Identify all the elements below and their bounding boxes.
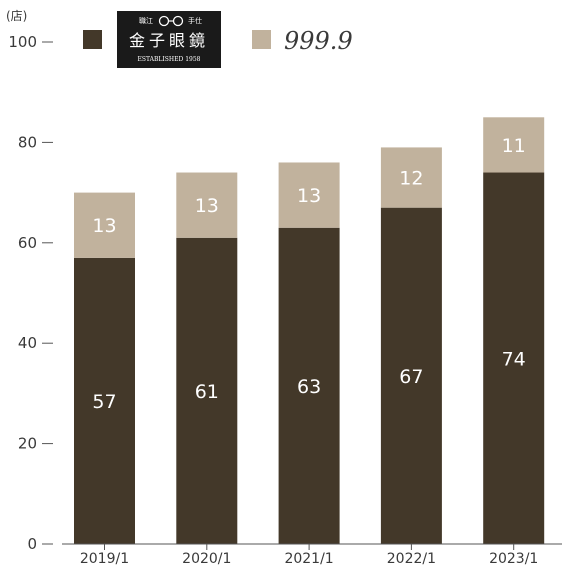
bar-999-2019-1 [74, 192, 135, 258]
bar-999-2020-1 [176, 172, 238, 238]
y-tick-label: 100 [8, 33, 37, 51]
logo-small-left: 職江 [139, 16, 153, 25]
legend-swatch-999 [252, 30, 271, 49]
kaneko-logo: 職江 手仕 金子眼鏡 ESTABLISHED 1958 [117, 11, 221, 68]
data-label-999: 11 [502, 135, 526, 157]
logo-established: ESTABLISHED 1958 [138, 56, 201, 63]
x-axis: 2019/1 2020/1 2021/1 2022/1 2023/1 [62, 543, 562, 567]
x-tick-label: 2023/1 [489, 551, 538, 567]
y-tick-label: 80 [18, 133, 37, 151]
data-label-999: 12 [399, 168, 423, 190]
legend-swatch-kaneko [83, 30, 102, 49]
legend-label-999: 999.9 [284, 27, 353, 55]
bar-kaneko-2020-1 [176, 237, 238, 544]
data-label-999: 13 [297, 185, 321, 207]
bar-999-2023-1 [483, 117, 545, 173]
data-label-kaneko: 67 [399, 366, 423, 388]
y-tick-label: 0 [27, 535, 37, 553]
y-tick-label: 40 [18, 334, 37, 352]
data-label-999: 13 [92, 215, 116, 237]
x-tick-label: 2022/1 [387, 551, 436, 567]
y-axis: 0 20 40 60 80 100 [8, 33, 53, 553]
y-tick-label: 20 [18, 435, 37, 453]
bar-kaneko-2019-1 [74, 257, 135, 544]
bar-group: 57 13 61 13 63 13 67 12 74 11 [74, 117, 545, 545]
data-label-999: 13 [195, 195, 219, 217]
data-label-kaneko: 63 [297, 376, 321, 398]
data-label-kaneko: 57 [92, 391, 116, 413]
bar-kaneko-2022-1 [380, 207, 442, 544]
y-unit-label: (店) [6, 9, 27, 23]
x-tick-label: 2020/1 [182, 551, 231, 567]
bar-kaneko-2023-1 [483, 172, 545, 544]
x-tick-label: 2019/1 [80, 551, 129, 567]
data-label-kaneko: 61 [195, 381, 219, 403]
logo-small-right: 手仕 [188, 16, 202, 25]
legend: 職江 手仕 金子眼鏡 ESTABLISHED 1958 999.9 [83, 11, 353, 68]
data-label-kaneko: 74 [502, 348, 526, 370]
bar-999-2022-1 [380, 147, 442, 208]
bar-999-2021-1 [278, 162, 340, 228]
y-tick-label: 60 [18, 234, 37, 252]
legend-label-kaneko: 金子眼鏡 [129, 31, 209, 50]
x-tick-label: 2021/1 [284, 551, 333, 567]
bar-kaneko-2021-1 [278, 227, 340, 545]
